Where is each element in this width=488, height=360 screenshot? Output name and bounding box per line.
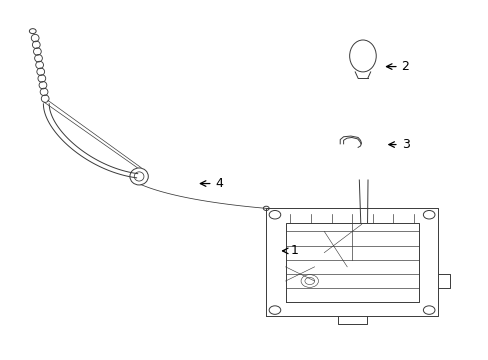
Ellipse shape: [130, 168, 148, 185]
Text: 3: 3: [388, 138, 408, 151]
Text: 2: 2: [386, 60, 408, 73]
Text: 1: 1: [282, 244, 298, 257]
Text: 4: 4: [200, 177, 223, 190]
